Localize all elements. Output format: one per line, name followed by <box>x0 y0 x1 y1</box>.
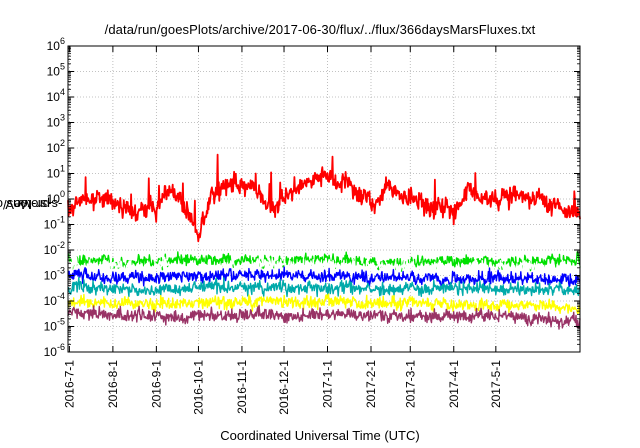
y-tick-label: 106 <box>47 36 65 53</box>
x-tick-label: 2016-10-1 <box>191 360 205 415</box>
x-tick-labels: 2016-7-1 2016-8-1 2016-9-1 2016-10-1 2016-11… <box>62 360 502 415</box>
series-line <box>67 266 581 288</box>
grid-lines <box>68 45 580 353</box>
y-tick-label: 101 <box>47 164 65 181</box>
y-tick-label: 104 <box>47 87 65 104</box>
x-tick-label: 2017-1-1 <box>321 360 335 408</box>
chart-title: /data/run/goesPlots/archive/2017-06-30/f… <box>104 22 536 37</box>
series-line <box>67 256 581 279</box>
y-tick-label: 10-1 <box>44 215 65 232</box>
x-tick-label: 2016-9-1 <box>149 360 163 408</box>
series-line <box>67 276 581 298</box>
y-tick-label: 10-6 <box>44 342 65 359</box>
y-tick-label: 102 <box>47 138 65 155</box>
x-axis-label: Coordinated Universal Time (UTC) <box>220 428 420 443</box>
series-layer <box>67 153 581 330</box>
x-tick-label: 2016-8-1 <box>106 360 120 408</box>
x-tick-label: 2017-3-1 <box>403 360 417 408</box>
y-tick-label: 10-4 <box>44 291 65 308</box>
series-line <box>67 304 581 330</box>
x-tick-label: 2016-11-1 <box>235 360 249 414</box>
y-tick-labels: 10-6 10-5 10-4 10-3 10-2 10-1 100 101 102 103 104 1… <box>44 36 65 359</box>
y-tick-label: 105 <box>47 62 65 79</box>
y-tick-label: 100 <box>47 189 65 206</box>
x-tick-label: 2017-4-1 <box>447 360 461 408</box>
x-tick-label: 2017-2-1 <box>364 360 378 408</box>
series-line <box>67 153 581 243</box>
y-tick-label: 10-5 <box>44 317 65 334</box>
axis-ticks <box>68 45 580 353</box>
y-tick-label: 10-2 <box>44 240 65 257</box>
x-tick-label: 2016-12-1 <box>277 360 291 415</box>
x-tick-label: 2016-7-1 <box>62 360 76 408</box>
x-tick-label: 2017-5-1 <box>489 360 503 408</box>
series-line <box>67 293 581 315</box>
y-tick-label: 103 <box>47 113 65 130</box>
y-tick-label: 10-3 <box>44 266 65 283</box>
